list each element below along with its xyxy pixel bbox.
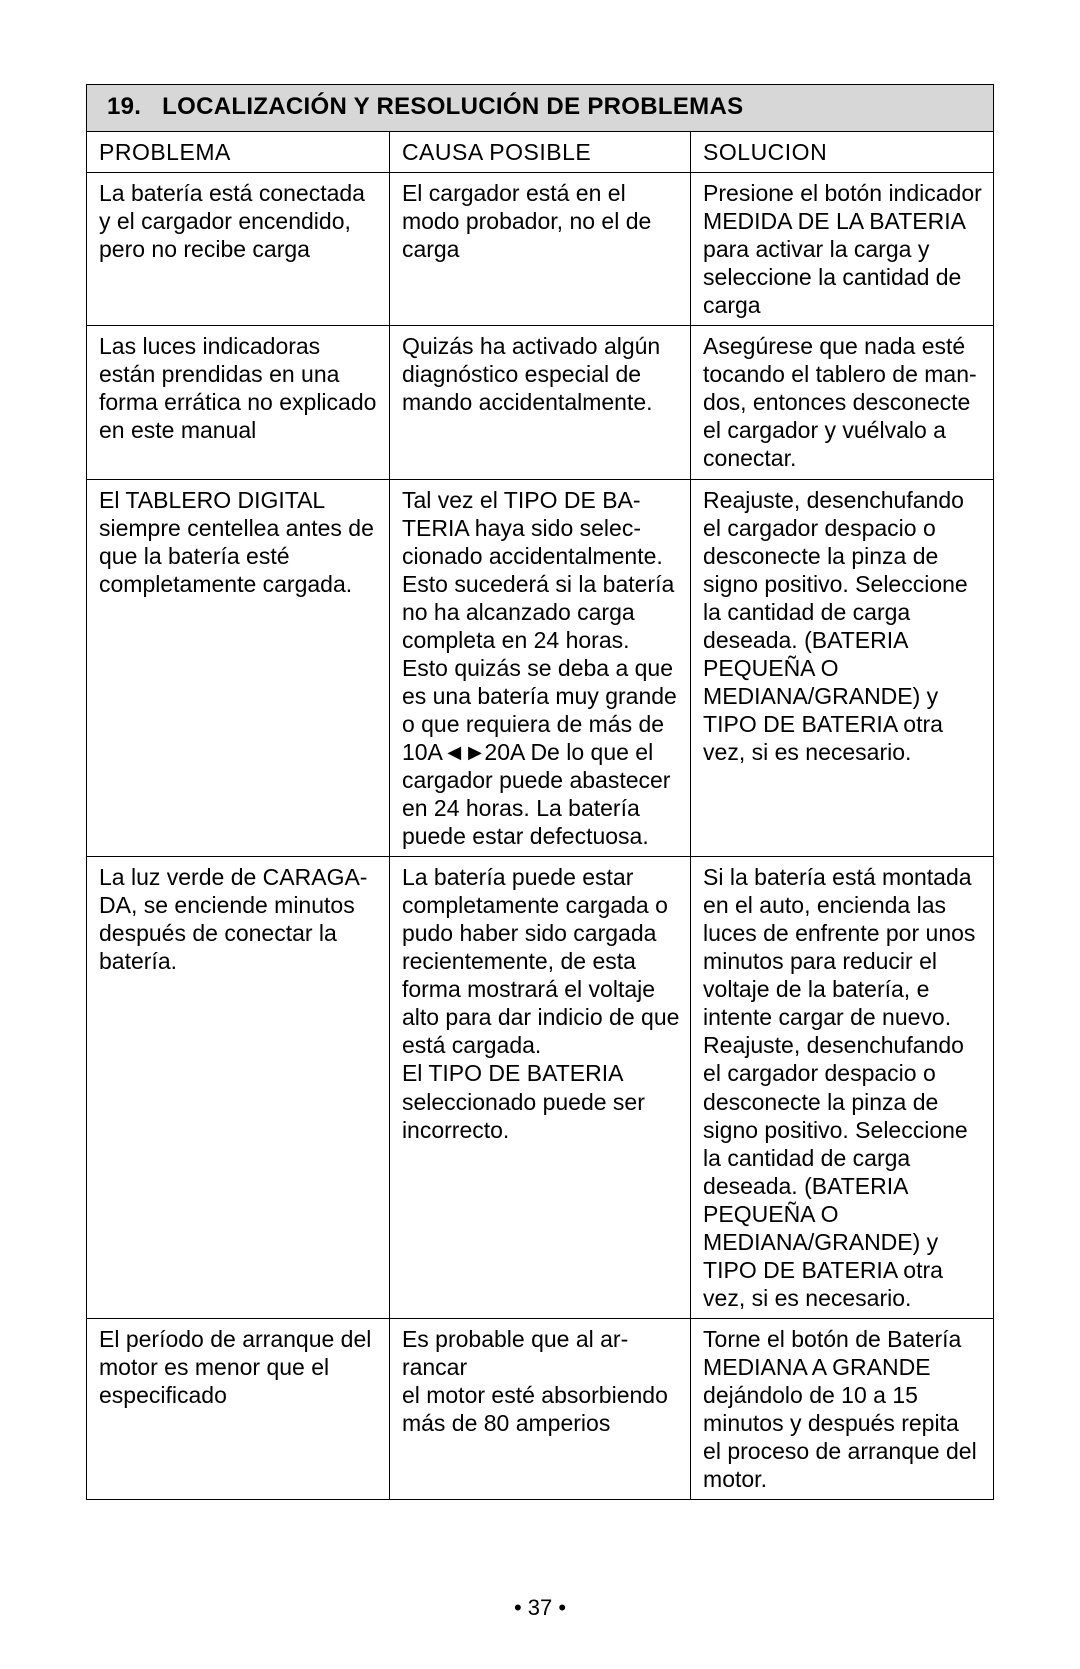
table-row: La batería está conectada y el cargador …: [87, 173, 994, 326]
col-problem-header: PROBLEMA: [87, 132, 390, 173]
cause-pre: Tal vez el TIPO DE BA­TERIA haya sido se…: [402, 487, 677, 765]
cause-cell: El cargador está en el modo probador, no…: [389, 173, 690, 326]
arrows-icon: ◄►: [443, 739, 485, 765]
problem-cell: La batería está conectada y el cargador …: [87, 173, 390, 326]
solution-cell: Reajuste, desenchufando el cargador desp…: [691, 479, 994, 857]
problem-cell: El período de arranque del motor es meno…: [87, 1318, 390, 1499]
cause-cell: Es probable que al ar­rancar el motor es…: [389, 1318, 690, 1499]
cause-cell: La batería puede estar completamente car…: [389, 857, 690, 1319]
page: 19. LOCALIZACIÓN Y RESOLUCIÓN DE PROBLEM…: [0, 0, 1080, 1669]
table-row: La luz verde de CARAGA­DA, se enciende m…: [87, 857, 994, 1319]
solution-cell: Si la batería está montada en el auto, e…: [691, 857, 994, 1319]
column-header-row: PROBLEMA CAUSA POSIBLE SOLUCION: [87, 132, 994, 173]
problem-cell: La luz verde de CARAGA­DA, se enciende m…: [87, 857, 390, 1319]
solution-cell: Torne el botón de Batería MEDIANA A GRAN…: [691, 1318, 994, 1499]
solution-cell: Presione el botón indica­dor MEDIDA DE L…: [691, 173, 994, 326]
section-title-text: LOCALIZACIÓN Y RESOLUCIÓN DE PROBLEMAS: [162, 93, 743, 120]
problem-cell: El TABLERO DIGITAL siempre centellea ant…: [87, 479, 390, 857]
section-header-row: 19. LOCALIZACIÓN Y RESOLUCIÓN DE PROBLEM…: [87, 85, 994, 132]
col-solution-header: SOLUCION: [691, 132, 994, 173]
table-row: Las luces indicadoras están prendidas en…: [87, 326, 994, 479]
cause-cell: Tal vez el TIPO DE BA­TERIA haya sido se…: [389, 479, 690, 857]
problem-cell: Las luces indicadoras están prendidas en…: [87, 326, 390, 479]
cause-cell: Quizás ha activado algún diagnóstico esp…: [389, 326, 690, 479]
col-cause-header: CAUSA POSIBLE: [389, 132, 690, 173]
solution-cell: Asegúrese que nada esté tocando el table…: [691, 326, 994, 479]
troubleshooting-table: 19. LOCALIZACIÓN Y RESOLUCIÓN DE PROBLEM…: [86, 84, 994, 1500]
table-row: El TABLERO DIGITAL siempre centellea ant…: [87, 479, 994, 857]
table-row: El período de arranque del motor es meno…: [87, 1318, 994, 1499]
page-footer: • 37 •: [0, 1595, 1080, 1621]
section-title-cell: 19. LOCALIZACIÓN Y RESOLUCIÓN DE PROBLEM…: [87, 85, 994, 132]
section-number: 19.: [107, 93, 141, 120]
